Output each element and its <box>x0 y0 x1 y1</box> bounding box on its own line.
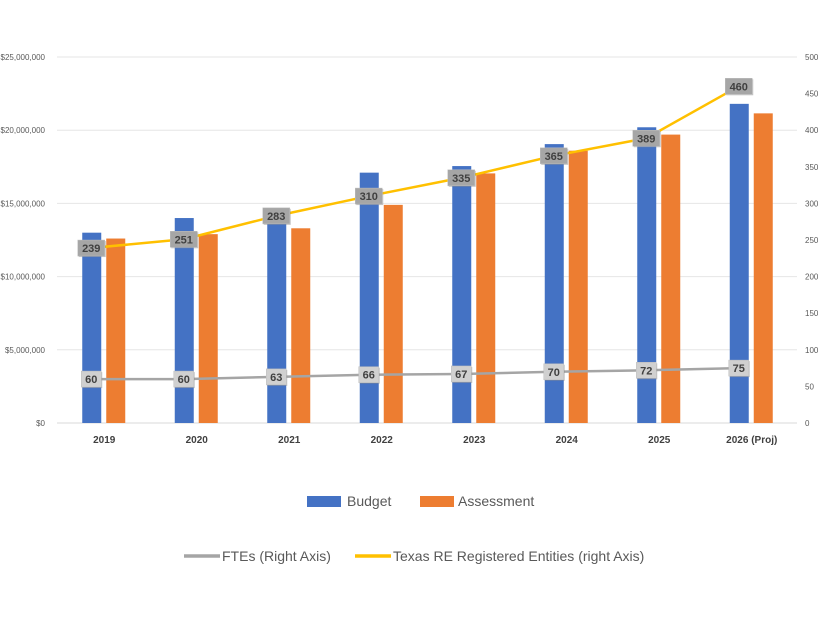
category-label: 2021 <box>278 435 301 446</box>
left-tick-label: $15,000,000 <box>1 199 46 208</box>
data-label: 75 <box>733 363 745 375</box>
category-label: 2025 <box>648 435 671 446</box>
data-label-box <box>543 363 564 381</box>
bar-assessment <box>106 238 126 423</box>
data-label: 365 <box>545 151 563 163</box>
legend-label-assessment: Assessment <box>458 493 534 509</box>
bar-budget <box>174 218 194 423</box>
data-label: 63 <box>270 372 282 384</box>
bar-assessment <box>383 204 403 423</box>
data-label-box <box>355 187 383 205</box>
legend-label-ftes: FTEs (Right Axis) <box>222 548 331 564</box>
right-tick-label: 0 <box>805 419 810 428</box>
right-tick-label: 350 <box>805 163 819 172</box>
data-label-box <box>451 365 472 383</box>
right-tick-label: 500 <box>805 53 819 62</box>
data-label: 60 <box>85 374 97 386</box>
data-label: 310 <box>360 191 378 203</box>
data-label-box <box>170 231 198 248</box>
bar-budget <box>637 127 657 423</box>
data-label: 72 <box>640 365 652 377</box>
data-label: 239 <box>82 243 100 255</box>
data-label: 67 <box>455 369 467 381</box>
legend-label-registered-entities: Texas RE Registered Entities (right Axis… <box>393 548 644 564</box>
category-label: 2023 <box>463 435 486 446</box>
data-label-box <box>725 78 753 95</box>
data-label-box <box>728 359 749 377</box>
data-label-box <box>636 362 657 379</box>
data-label: 389 <box>637 133 655 145</box>
right-tick-label: 50 <box>805 382 814 391</box>
left-tick-label: $5,000,000 <box>5 346 46 355</box>
left-tick-label: $0 <box>36 419 45 428</box>
category-label: 2022 <box>371 435 394 446</box>
data-label-box <box>77 239 105 257</box>
data-label: 251 <box>175 234 193 246</box>
right-tick-label: 150 <box>805 309 819 318</box>
category-label: 2019 <box>93 435 116 446</box>
category-label: 2024 <box>556 435 579 446</box>
line-registered-entities <box>91 85 740 250</box>
data-label-box <box>358 366 379 383</box>
data-label: 283 <box>267 211 285 223</box>
data-label-box <box>540 147 568 165</box>
right-tick-label: 100 <box>805 346 819 355</box>
data-label: 460 <box>730 81 748 93</box>
right-tick-label: 250 <box>805 236 819 245</box>
category-label: 2026 (Proj) <box>726 435 777 446</box>
data-label-box <box>447 169 475 187</box>
legend-swatch-assessment <box>420 496 454 507</box>
line-ftes <box>91 366 739 381</box>
bar-budget <box>267 216 287 423</box>
bar-budget <box>82 232 102 423</box>
data-label: 60 <box>178 374 190 386</box>
left-tick-label: $10,000,000 <box>1 273 46 282</box>
bar-assessment <box>476 173 496 423</box>
bar-assessment <box>198 234 218 423</box>
data-label-box <box>262 207 290 225</box>
data-label: 66 <box>363 370 375 382</box>
right-tick-label: 300 <box>805 199 819 208</box>
bar-assessment <box>291 228 311 423</box>
legend-swatch-budget <box>307 496 341 507</box>
bar-assessment <box>753 113 773 423</box>
data-label: 70 <box>548 367 560 379</box>
bar-assessment <box>568 150 588 424</box>
right-tick-label: 400 <box>805 126 819 135</box>
bar-assessment <box>661 134 681 424</box>
bar-budget <box>452 166 472 423</box>
legend-label-budget: Budget <box>347 493 391 509</box>
right-tick-label: 450 <box>805 90 819 99</box>
bar-budget <box>544 144 564 423</box>
left-tick-label: $25,000,000 <box>1 53 46 62</box>
right-tick-label: 200 <box>805 273 819 282</box>
data-label-box <box>173 370 194 388</box>
left-tick-label: $20,000,000 <box>1 126 46 135</box>
bar-budget <box>359 172 379 423</box>
bar-budget <box>729 103 749 424</box>
data-label-box <box>632 130 660 147</box>
data-label-box <box>81 370 102 388</box>
data-label-box <box>266 368 287 386</box>
data-label: 335 <box>452 173 470 185</box>
category-label: 2020 <box>186 435 209 446</box>
